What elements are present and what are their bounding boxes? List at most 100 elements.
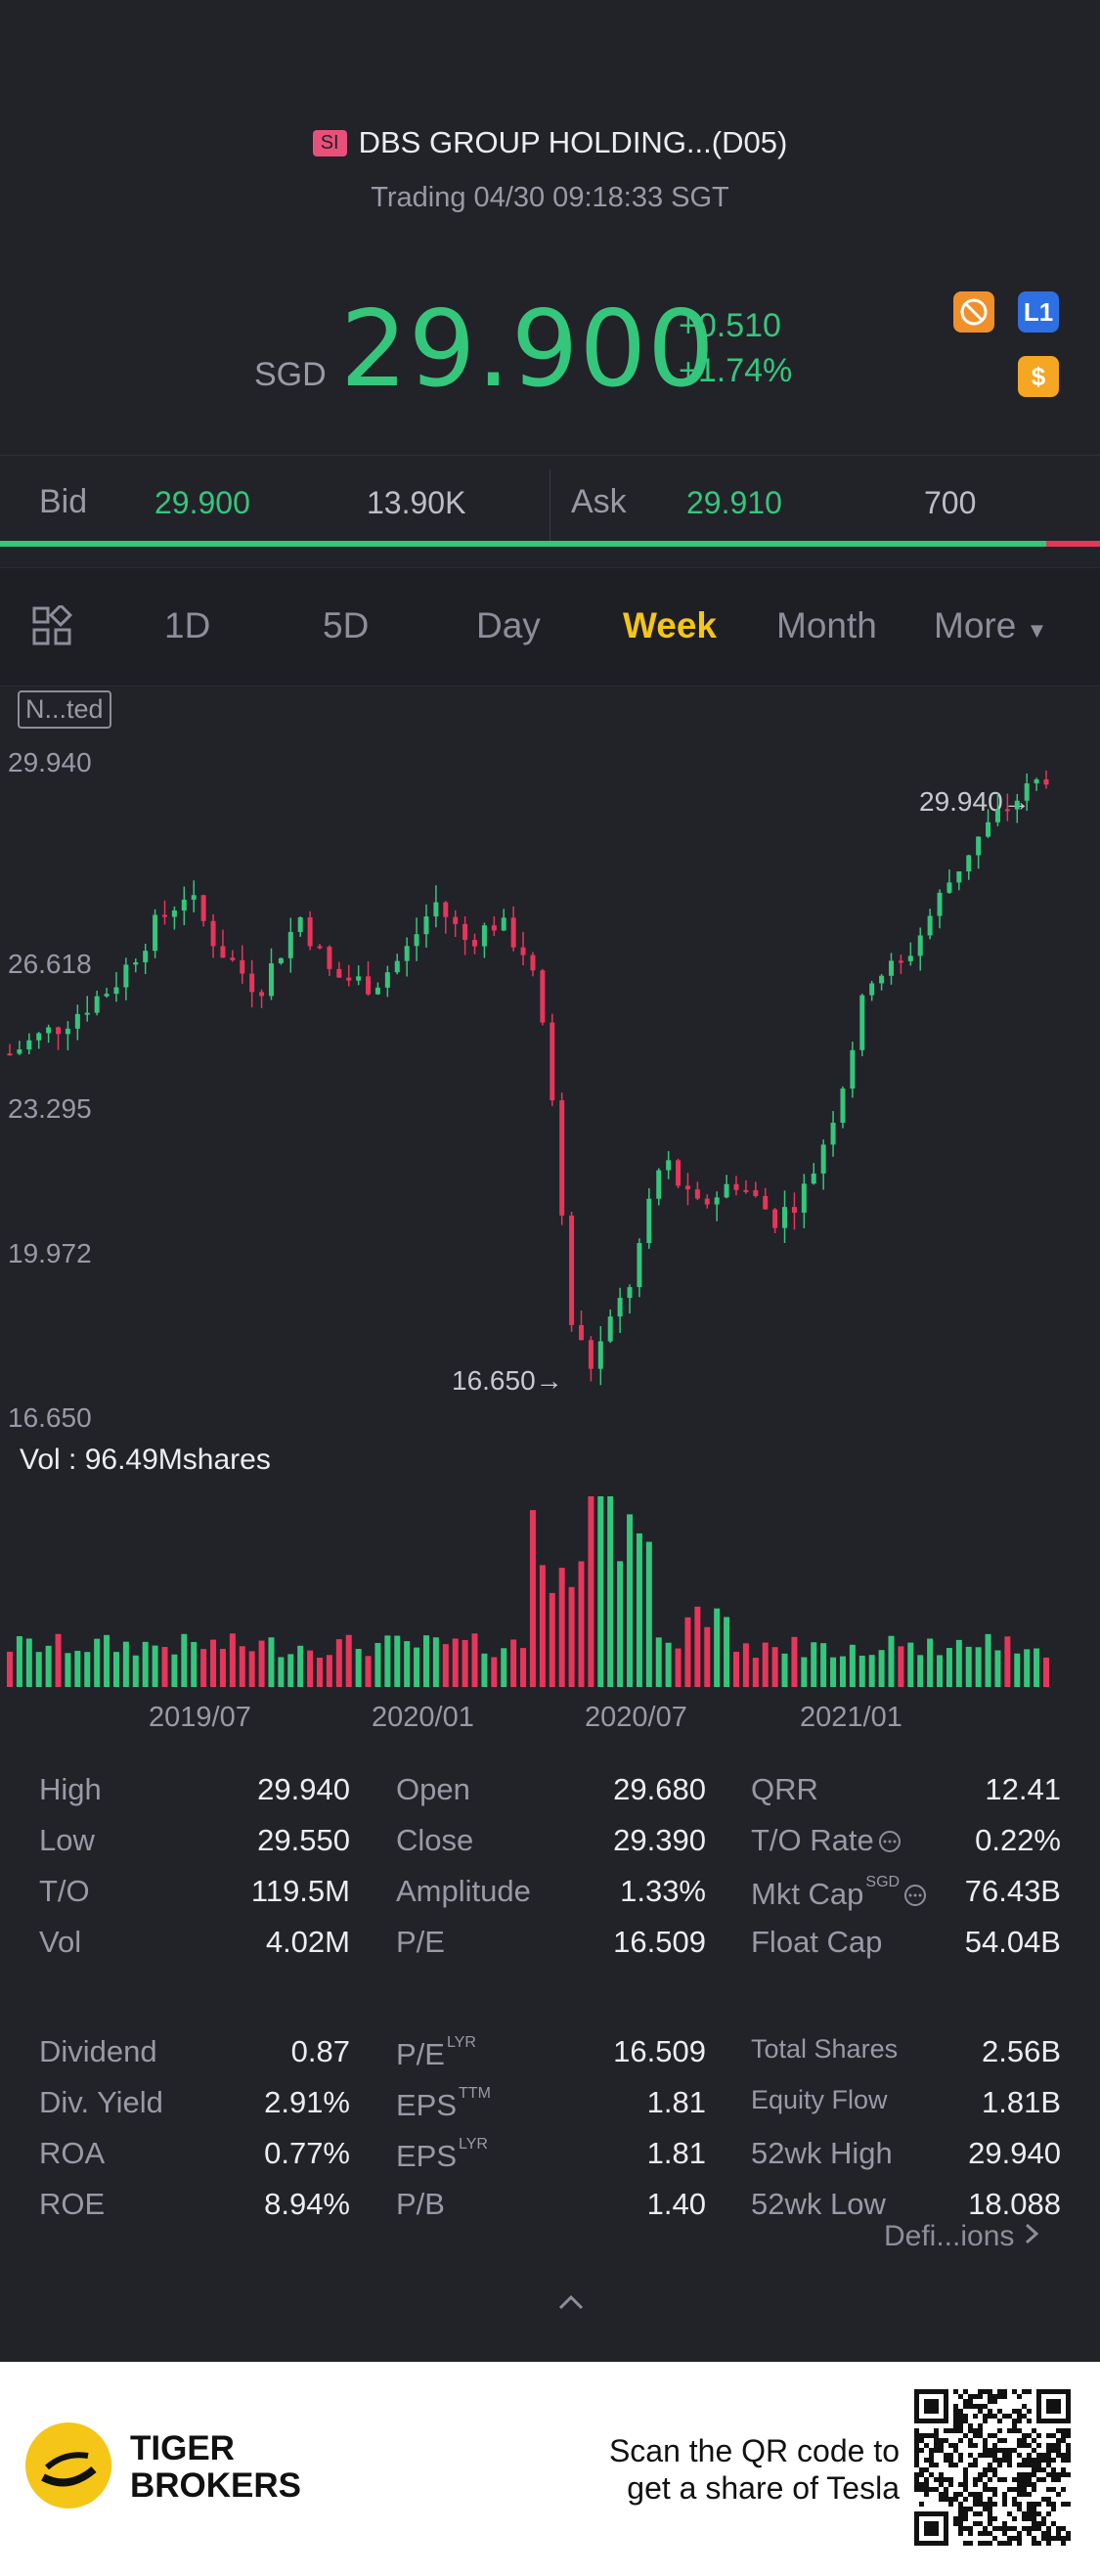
candle-body <box>56 1027 62 1035</box>
candle-body <box>443 902 449 917</box>
info-icon[interactable] <box>874 1823 902 1857</box>
candle-body <box>927 915 933 936</box>
volume-bar <box>181 1633 188 1687</box>
volume-bar <box>471 1633 478 1687</box>
volume-bar <box>258 1640 265 1687</box>
volume-bar <box>811 1642 817 1687</box>
volume-bar <box>432 1637 439 1687</box>
definitions-link[interactable]: Defi...ions <box>884 2220 1040 2253</box>
brand-line2: BROKERS <box>130 2466 302 2505</box>
stat-value: 54.04B <box>964 1925 1061 1959</box>
volume-bar <box>326 1655 332 1687</box>
volume-bar <box>694 1606 701 1687</box>
bid-label: Bid <box>39 483 88 520</box>
volume-bar <box>452 1638 459 1687</box>
volume-bar <box>132 1655 139 1687</box>
volume-bar <box>442 1644 449 1687</box>
candle-body <box>994 809 1000 822</box>
candle-body <box>869 983 875 996</box>
candle-body <box>104 994 110 997</box>
volume-bar <box>355 1649 362 1687</box>
stat-label-text: T/O Rate <box>751 1823 874 1857</box>
change-value: +0.510 <box>679 307 781 344</box>
stat-value: 29.390 <box>613 1823 706 1857</box>
volume-bar <box>404 1641 411 1687</box>
candle-body <box>162 914 168 917</box>
volume-bar <box>617 1561 624 1687</box>
stat-label: Div. Yield <box>39 2085 163 2120</box>
volume-bar <box>491 1657 498 1687</box>
volume-bar <box>365 1656 372 1687</box>
dollar-icon[interactable]: $ <box>1018 356 1059 397</box>
candle-body <box>520 947 526 955</box>
tab-week[interactable]: Week <box>623 605 717 645</box>
stat-superscript: TTM <box>459 2085 491 2102</box>
volume-bar <box>752 1657 759 1687</box>
stat-label: P/E <box>396 1925 445 1960</box>
stat-label: P/B <box>396 2187 445 2222</box>
candle-body <box>259 992 265 997</box>
chevron-up-icon[interactable] <box>555 2290 587 2319</box>
tab-5d[interactable]: 5D <box>323 605 370 645</box>
candle-body <box>287 932 293 958</box>
candle-body <box>501 917 506 931</box>
candle-body <box>753 1190 759 1196</box>
volume-bar <box>946 1648 952 1687</box>
candle-body <box>433 902 439 917</box>
promo-text: Scan the QR code to get a share of Tesla <box>548 2432 900 2507</box>
currency-label: SGD <box>254 356 327 393</box>
stock-title[interactable]: SI DBS GROUP HOLDING...(D05) <box>0 125 1100 160</box>
brand-line1: TIGER <box>130 2429 235 2467</box>
volume-bar <box>820 1643 827 1687</box>
volume-bar <box>1004 1636 1011 1687</box>
candle-body <box>26 1040 32 1050</box>
tab-month[interactable]: Month <box>776 605 877 645</box>
chart-indicator-badge[interactable]: N...ted <box>18 690 111 729</box>
tab-day[interactable]: Day <box>476 605 541 645</box>
no-short-icon[interactable] <box>953 291 994 333</box>
promo-line2: get a share of Tesla <box>627 2470 900 2506</box>
stat-label: EPS TTM <box>396 2085 491 2123</box>
stat-value: 16.509 <box>613 1925 706 1959</box>
volume-bar <box>317 1657 324 1687</box>
candle-body <box>7 1053 13 1056</box>
stat-value: 1.81 <box>646 2136 706 2170</box>
candle-body <box>394 960 400 973</box>
grid-layout-icon[interactable] <box>31 602 73 651</box>
stat-label: Low <box>39 1823 95 1858</box>
volume-bar <box>858 1655 865 1687</box>
candle-body <box>946 882 952 893</box>
level-1-icon[interactable]: L1 <box>1018 291 1059 333</box>
tab-more[interactable]: More ▼ <box>934 605 1047 646</box>
tab-1d[interactable]: 1D <box>164 605 211 645</box>
stat-label: High <box>39 1772 102 1807</box>
volume-bar <box>830 1657 837 1687</box>
info-icon[interactable] <box>900 1877 927 1911</box>
volume-bar <box>384 1635 391 1687</box>
volume-bar <box>636 1532 642 1687</box>
volume-bar <box>142 1641 149 1687</box>
volume-bar <box>714 1608 721 1687</box>
volume-bar <box>520 1648 527 1687</box>
volume-bar <box>219 1649 226 1687</box>
stat-label: ROA <box>39 2136 105 2171</box>
ask-price: 29.910 <box>686 485 782 520</box>
stat-superscript: LYR <box>459 2136 488 2153</box>
candle-body <box>65 1028 70 1035</box>
chart-area[interactable]: N...ted 29.940 26.618 23.295 19.972 16.6… <box>0 685 1100 1760</box>
y-tick: 23.295 <box>8 1093 92 1124</box>
stat-label: QRR <box>751 1772 818 1807</box>
candle-body <box>676 1160 682 1186</box>
stat-label-text: Low <box>39 1823 95 1857</box>
volume-bar <box>994 1650 1001 1687</box>
candle-body <box>414 934 419 947</box>
candle-body <box>153 914 158 952</box>
candle-body <box>578 1324 584 1341</box>
candle-body <box>17 1049 22 1054</box>
candle-body <box>1014 800 1020 810</box>
stat-label-text: Equity Flow <box>751 2085 888 2114</box>
candle-body <box>297 917 303 933</box>
qr-code[interactable] <box>914 2389 1071 2546</box>
volume-bar <box>374 1642 381 1687</box>
volume-bar <box>200 1649 207 1687</box>
